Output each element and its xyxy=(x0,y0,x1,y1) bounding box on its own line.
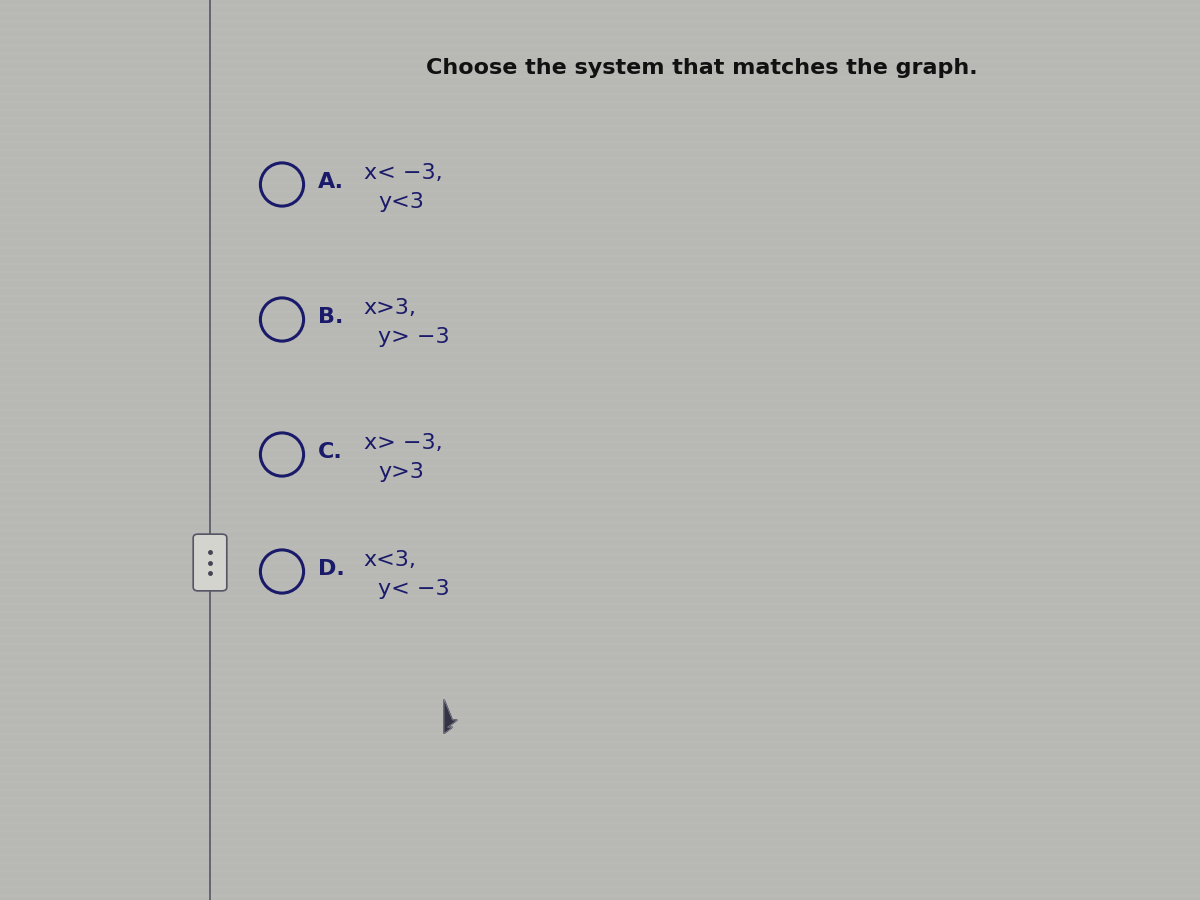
Text: y> −3: y> −3 xyxy=(378,327,450,346)
Polygon shape xyxy=(444,699,457,734)
Text: Choose the system that matches the graph.: Choose the system that matches the graph… xyxy=(426,58,978,78)
Text: x> −3,: x> −3, xyxy=(364,433,443,453)
Text: y< −3: y< −3 xyxy=(378,579,450,599)
Text: A.: A. xyxy=(318,172,344,192)
Text: x>3,: x>3, xyxy=(364,298,416,318)
FancyBboxPatch shape xyxy=(193,535,227,591)
Text: C.: C. xyxy=(318,442,343,462)
Text: y>3: y>3 xyxy=(378,462,424,482)
Text: x< −3,: x< −3, xyxy=(364,163,443,183)
Text: x<3,: x<3, xyxy=(364,550,416,570)
Text: B.: B. xyxy=(318,307,343,327)
Text: D.: D. xyxy=(318,559,344,579)
Text: y<3: y<3 xyxy=(378,192,424,211)
